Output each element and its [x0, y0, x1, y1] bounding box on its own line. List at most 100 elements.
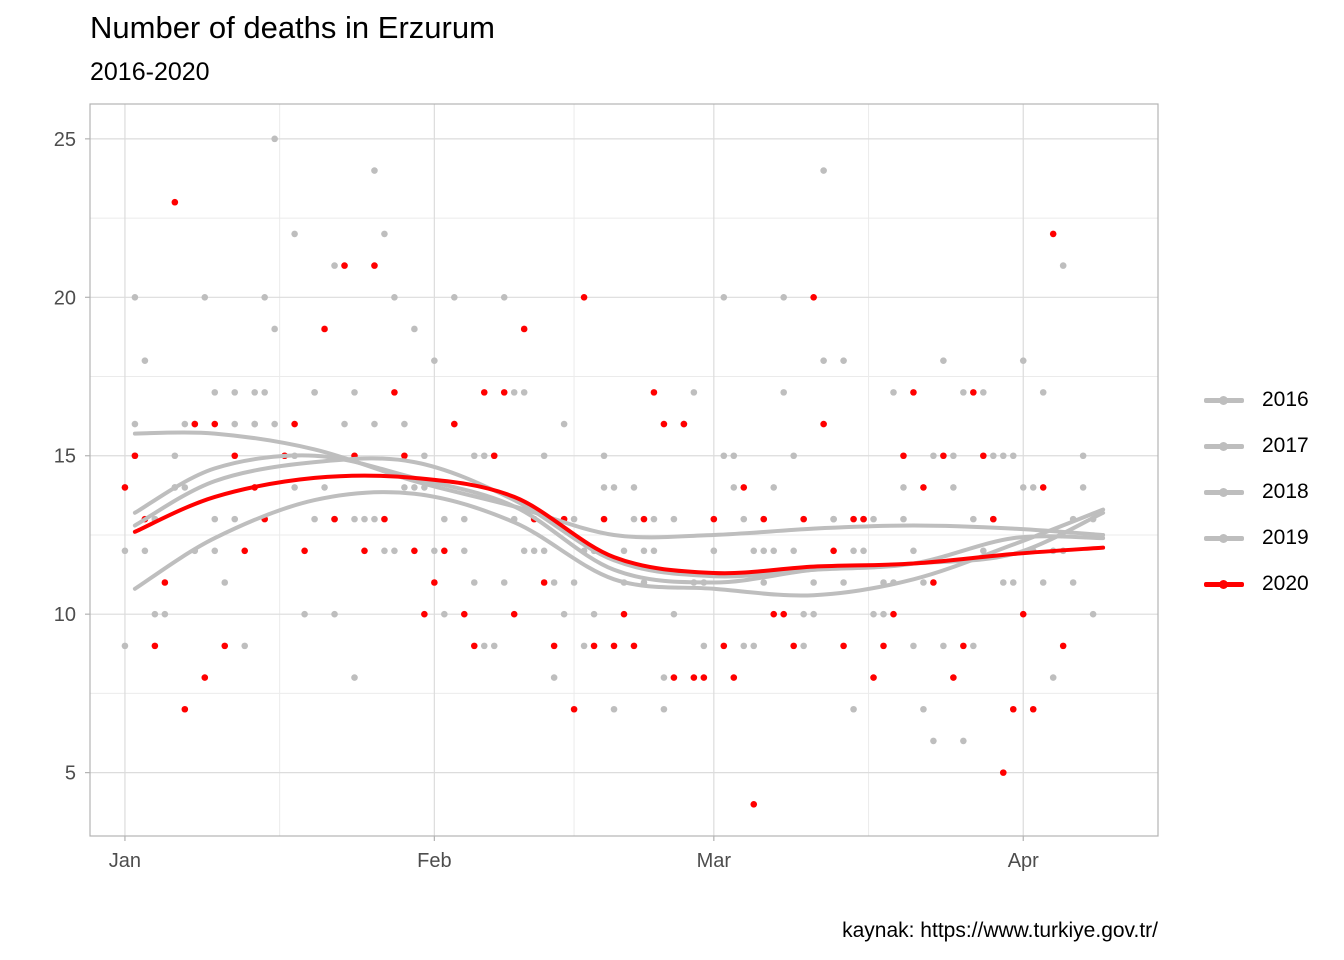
point-2019	[231, 389, 239, 396]
point-2016	[411, 484, 418, 491]
point-2017	[1009, 452, 1017, 460]
point-2016	[470, 579, 478, 586]
legend-key	[1204, 396, 1244, 405]
point-2016	[930, 452, 937, 460]
point-2017	[570, 579, 578, 586]
point-2016	[181, 484, 189, 491]
point-2017	[201, 293, 209, 301]
point-2016	[770, 547, 778, 555]
point-2020	[940, 452, 947, 460]
point-2020	[1049, 230, 1057, 238]
point-2020	[860, 515, 867, 523]
point-2018	[740, 642, 748, 650]
point-2019	[560, 610, 568, 618]
point-2019	[500, 293, 508, 301]
point-2017	[650, 515, 658, 523]
point-2020	[690, 674, 698, 681]
point-2020	[720, 642, 728, 650]
x-tick-label: Mar	[697, 850, 732, 872]
point-2019	[1079, 452, 1087, 460]
point-2020	[371, 262, 378, 269]
point-2019	[780, 389, 788, 396]
point-2020	[730, 674, 738, 681]
point-2019	[600, 484, 608, 491]
point-2020	[161, 579, 169, 586]
point-2020	[441, 547, 448, 555]
point-2017	[451, 293, 458, 301]
point-2020	[980, 452, 987, 460]
point-2020	[191, 420, 199, 428]
point-2017	[710, 547, 718, 555]
point-2020	[401, 452, 408, 460]
point-2018	[780, 293, 788, 301]
point-2019	[1059, 262, 1067, 269]
point-2020	[1029, 705, 1037, 713]
legend-label: 2018	[1262, 480, 1309, 503]
point-2018	[920, 705, 927, 713]
point-2020	[830, 547, 837, 555]
point-2018	[460, 547, 468, 555]
point-2016	[650, 547, 658, 555]
point-2016	[351, 515, 358, 523]
point-2020	[540, 579, 548, 586]
point-2020	[490, 452, 498, 460]
point-2016	[950, 484, 957, 491]
point-2017	[271, 135, 278, 143]
point-2019	[381, 230, 388, 238]
point-2017	[890, 389, 897, 396]
point-2018	[560, 420, 568, 428]
point-2020	[840, 642, 847, 650]
point-2020	[201, 674, 209, 681]
point-2020	[770, 610, 778, 618]
point-2020	[930, 579, 937, 586]
point-2017	[181, 420, 189, 428]
point-2020	[451, 420, 458, 428]
point-2017	[730, 452, 738, 460]
point-2016	[670, 515, 678, 523]
point-2019	[740, 515, 748, 523]
x-tick-label: Apr	[1008, 850, 1039, 872]
legend-label: 2017	[1262, 434, 1309, 457]
point-2016	[131, 420, 139, 428]
point-2018	[840, 579, 847, 586]
point-2020	[950, 674, 957, 681]
point-2020	[810, 293, 817, 301]
point-2017	[391, 293, 398, 301]
point-2016	[810, 579, 817, 586]
point-2018	[1079, 484, 1087, 491]
point-2020	[960, 642, 967, 650]
point-2018	[421, 452, 428, 460]
legend-key	[1204, 488, 1244, 497]
point-2017	[830, 515, 837, 523]
point-2018	[401, 484, 408, 491]
point-2020	[780, 610, 788, 618]
point-2020	[600, 515, 608, 523]
smooth-line-2019	[132, 456, 1106, 579]
point-2017	[750, 547, 758, 555]
legend-label: 2019	[1262, 526, 1309, 549]
point-2019	[441, 610, 448, 618]
point-2019	[460, 515, 468, 523]
point-2018	[1019, 357, 1027, 364]
axis-ticks: 5 10 15 20 25 Jan Feb Mar Apr	[54, 129, 1039, 872]
point-2020	[760, 515, 768, 523]
legend-key-dot	[1219, 396, 1228, 405]
point-2020	[231, 452, 239, 460]
point-2019	[211, 515, 219, 523]
point-2017	[590, 610, 598, 618]
point-2019	[251, 420, 258, 428]
point-2018	[580, 642, 588, 650]
point-2017	[291, 230, 298, 238]
legend-key-dot	[1219, 442, 1228, 451]
point-2020	[710, 515, 718, 523]
x-tick-label: Jan	[109, 850, 141, 872]
point-2020	[550, 642, 558, 650]
point-2020	[630, 642, 638, 650]
point-2016	[271, 420, 278, 428]
point-2017	[610, 705, 618, 713]
point-2020	[820, 420, 827, 428]
point-2019	[700, 642, 708, 650]
point-2019	[860, 547, 867, 555]
point-2019	[520, 547, 528, 555]
